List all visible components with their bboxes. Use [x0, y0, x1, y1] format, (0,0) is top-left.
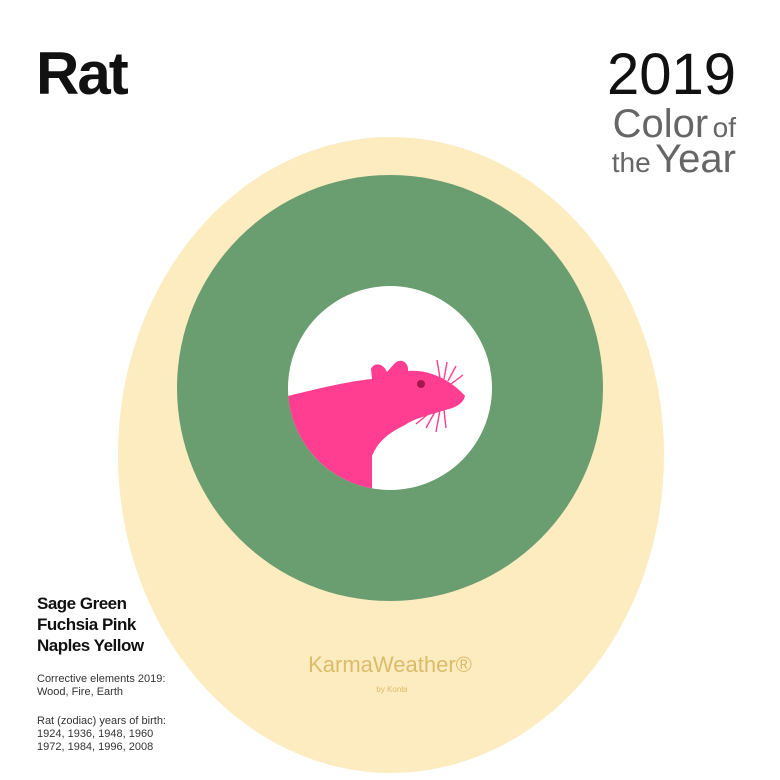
year: 2019 — [607, 42, 736, 107]
color-name: Sage Green — [37, 594, 127, 613]
note-line: 1924, 1936, 1948, 1960 — [37, 728, 153, 740]
color-name: Naples Yellow — [37, 636, 145, 655]
note-line: Rat (zodiac) years of birth: — [37, 715, 166, 727]
rat-eye — [417, 380, 425, 388]
subtitle-line: Color of — [613, 102, 737, 146]
color-list: Sage Green Fuchsia Pink Naples Yellow — [37, 594, 145, 655]
subtitle-word: of — [713, 112, 737, 143]
note-line: Corrective elements 2019: — [37, 673, 165, 685]
subtitle-word: the — [612, 147, 651, 178]
title: Rat — [36, 40, 129, 107]
subtitle-word: Color — [613, 102, 709, 146]
note-line: Wood, Fire, Earth — [37, 686, 123, 698]
note-line: 1972, 1984, 1996, 2008 — [37, 741, 153, 753]
logo-by: by Konbi — [376, 685, 407, 694]
rat-icon — [288, 359, 465, 490]
rat-silhouette — [288, 360, 465, 490]
subtitle-line: the Year — [612, 137, 736, 181]
whiskers — [415, 359, 464, 433]
notes: Corrective elements 2019: Wood, Fire, Ea… — [37, 673, 166, 753]
color-name: Fuchsia Pink — [37, 615, 137, 634]
subtitle-word: Year — [655, 137, 736, 181]
logo: KarmaWeather® — [308, 652, 472, 677]
